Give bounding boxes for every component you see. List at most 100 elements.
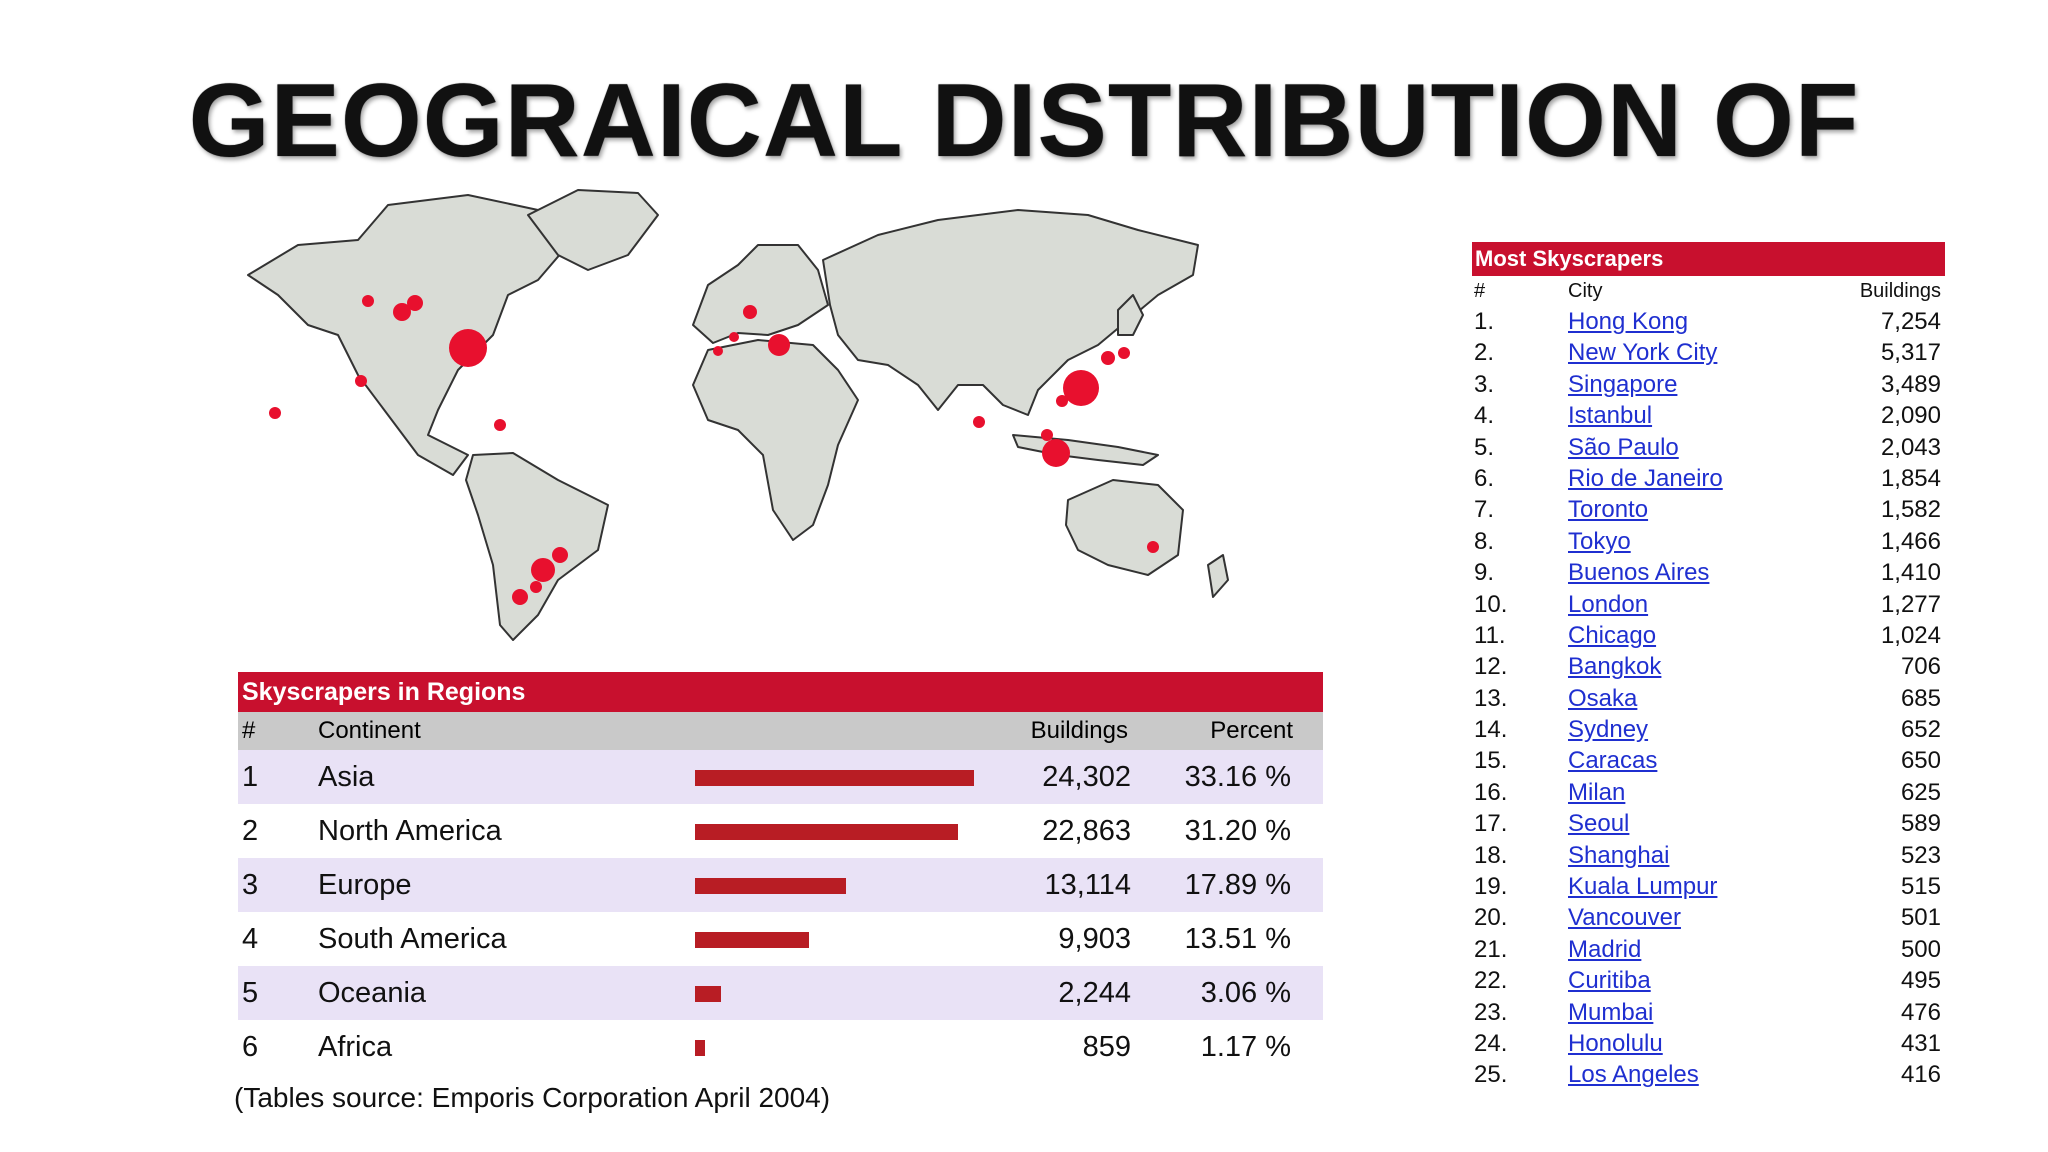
city-row: 6. Rio de Janeiro 1,854 xyxy=(1472,463,1945,494)
city-link[interactable]: Tokyo xyxy=(1568,527,1631,555)
city-buildings: 650 xyxy=(1900,747,1941,775)
region-row: 6 Africa 859 1.17 % xyxy=(238,1020,1323,1074)
region-continent: South America xyxy=(318,923,507,955)
city-buildings: 2,090 xyxy=(1880,402,1941,430)
greenland-landmass xyxy=(527,189,659,271)
most-skyscrapers-table: Most Skyscrapers # City Buildings 1. Hong… xyxy=(1472,242,1945,1091)
city-row: 16. Milan 625 xyxy=(1472,777,1945,808)
city-buildings: 1,466 xyxy=(1880,527,1941,555)
city-rank: 10. xyxy=(1474,590,1508,618)
region-continent: Oceania xyxy=(318,977,427,1009)
city-link[interactable]: Milan xyxy=(1568,778,1626,806)
city-link[interactable]: Chicago xyxy=(1568,621,1657,649)
city-rank: 20. xyxy=(1474,904,1508,932)
region-share-bar xyxy=(695,878,846,894)
city-row: 11. Chicago 1,024 xyxy=(1472,620,1945,651)
city-link[interactable]: London xyxy=(1568,590,1649,618)
city-rank: 7. xyxy=(1474,496,1495,524)
city-link[interactable]: Mumbai xyxy=(1568,998,1654,1026)
city-link[interactable]: Madrid xyxy=(1568,935,1642,963)
city-row: 25. Los Angeles 416 xyxy=(1472,1059,1945,1090)
region-buildings: 13,114 xyxy=(1044,869,1131,901)
city-rank: 11. xyxy=(1474,621,1506,649)
city-link[interactable]: Vancouver xyxy=(1568,904,1681,932)
city-link[interactable]: Los Angeles xyxy=(1568,1061,1699,1089)
city-buildings: 431 xyxy=(1900,1029,1941,1057)
region-percent: 13.51 % xyxy=(1184,923,1291,955)
city-link[interactable]: Curitiba xyxy=(1568,967,1651,995)
city-link[interactable]: Seoul xyxy=(1568,810,1630,838)
city-buildings: 7,254 xyxy=(1880,308,1941,335)
city-link[interactable]: Kuala Lumpur xyxy=(1568,873,1718,901)
city-buildings: 495 xyxy=(1900,967,1941,995)
city-row: 17. Seoul 589 xyxy=(1472,808,1945,839)
asia-landmass xyxy=(822,209,1199,416)
city-link[interactable]: Toronto xyxy=(1568,496,1649,524)
region-num: 1 xyxy=(242,761,259,793)
column-percent: Percent xyxy=(1210,717,1293,744)
region-buildings: 2,244 xyxy=(1058,977,1131,1009)
city-row: 22. Curitiba 495 xyxy=(1472,965,1945,996)
city-link[interactable]: Sydney xyxy=(1568,716,1649,744)
city-row: 9. Buenos Aires 1,410 xyxy=(1472,557,1945,588)
city-link[interactable]: New York City xyxy=(1568,339,1718,367)
city-link[interactable]: Osaka xyxy=(1568,684,1638,712)
region-percent: 33.16 % xyxy=(1184,761,1291,793)
city-buildings: 1,410 xyxy=(1880,559,1941,587)
city-buildings: 476 xyxy=(1900,998,1941,1026)
city-buildings: 500 xyxy=(1900,935,1941,963)
city-row: 8. Tokyo 1,466 xyxy=(1472,526,1945,557)
city-buildings: 625 xyxy=(1900,778,1941,806)
regions-table-columns: # Continent Buildings Percent xyxy=(238,712,1323,750)
city-buildings: 685 xyxy=(1900,684,1941,712)
region-share-bar xyxy=(695,932,809,948)
city-row: 19. Kuala Lumpur 515 xyxy=(1472,871,1945,902)
city-link[interactable]: Caracas xyxy=(1568,747,1658,775)
city-row: 7. Toronto 1,582 xyxy=(1472,494,1945,525)
region-row: 5 Oceania 2,244 3.06 % xyxy=(238,966,1323,1020)
city-link[interactable]: Hong Kong xyxy=(1568,308,1689,335)
column-num: # xyxy=(242,717,256,744)
city-row: 12. Bangkok 706 xyxy=(1472,651,1945,682)
city-buildings: 1,582 xyxy=(1880,496,1941,524)
city-link[interactable]: Buenos Aires xyxy=(1568,559,1710,587)
australia-landmass xyxy=(1065,479,1184,576)
city-link[interactable]: Istanbul xyxy=(1568,402,1653,430)
regions-table: Skyscrapers in Regions # Continent Build… xyxy=(238,672,1323,1074)
region-share-bar xyxy=(695,824,958,840)
city-row: 21. Madrid 500 xyxy=(1472,934,1945,965)
japan-landmass xyxy=(1117,294,1144,336)
city-link[interactable]: Shanghai xyxy=(1568,841,1670,869)
region-continent: Asia xyxy=(318,761,375,793)
north-america-landmass xyxy=(247,194,569,476)
city-link[interactable]: Rio de Janeiro xyxy=(1568,464,1723,492)
europe-landmass xyxy=(692,244,829,344)
region-percent: 3.06 % xyxy=(1200,977,1291,1009)
city-buildings: 2,043 xyxy=(1880,433,1941,461)
region-num: 4 xyxy=(242,923,259,955)
city-link[interactable]: São Paulo xyxy=(1568,433,1679,461)
city-buildings: 1,277 xyxy=(1880,590,1941,618)
city-row: 20. Vancouver 501 xyxy=(1472,902,1945,933)
city-link[interactable]: Honolulu xyxy=(1568,1029,1663,1057)
city-link[interactable]: Bangkok xyxy=(1568,653,1662,681)
regions-table-header: Skyscrapers in Regions xyxy=(238,672,1323,712)
region-continent: Africa xyxy=(318,1031,393,1063)
region-row: 1 Asia 24,302 33.16 % xyxy=(238,750,1323,804)
column-num: # xyxy=(1474,280,1486,302)
city-buildings: 589 xyxy=(1900,810,1941,838)
city-buildings: 523 xyxy=(1900,841,1941,869)
city-row: 4. Istanbul 2,090 xyxy=(1472,400,1945,431)
city-rank: 18. xyxy=(1474,841,1508,869)
indonesia-landmass xyxy=(1012,434,1159,466)
city-row: 14. Sydney 652 xyxy=(1472,714,1945,745)
region-continent: North America xyxy=(318,815,502,847)
city-rank: 1. xyxy=(1474,308,1495,335)
city-row: 10. London 1,277 xyxy=(1472,589,1945,620)
region-num: 3 xyxy=(242,869,259,901)
city-buildings: 652 xyxy=(1900,716,1941,744)
region-buildings: 859 xyxy=(1082,1031,1131,1063)
city-link[interactable]: Singapore xyxy=(1568,370,1678,398)
slide-title: GEOGRAICAL DISTRIBUTION OF xyxy=(188,63,1860,179)
city-buildings: 706 xyxy=(1900,653,1941,681)
